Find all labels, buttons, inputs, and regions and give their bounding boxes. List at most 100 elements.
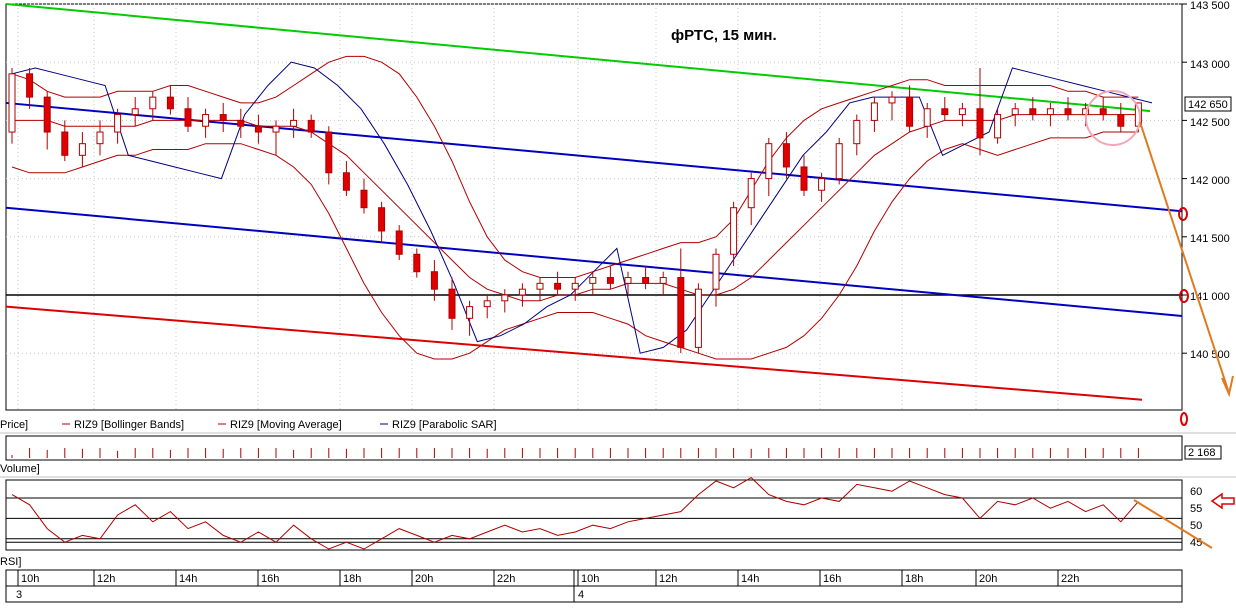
candle-18 xyxy=(325,126,333,185)
price-tick-142500: 142 500 xyxy=(1190,117,1230,129)
price-axis: 143 500 143 000 142 500 142 000 141 500 … xyxy=(1184,0,1232,361)
candle-32 xyxy=(571,277,579,301)
channel-line-green-0 xyxy=(5,3,1151,113)
candle-23 xyxy=(413,248,421,278)
candle-42 xyxy=(747,172,755,226)
hour-label-9: 14h xyxy=(741,573,759,585)
candle-3 xyxy=(61,120,69,162)
marker-141750 xyxy=(1178,207,1188,221)
rsi-line xyxy=(6,476,1182,550)
candle-body-17 xyxy=(307,119,315,133)
candle-body-4 xyxy=(78,143,86,156)
hour-label-4: 18h xyxy=(343,573,361,585)
candle-body-45 xyxy=(800,166,808,191)
candle-body-20 xyxy=(360,189,368,209)
legend-parabolic-sar: RIZ9 [Parabolic SAR] xyxy=(392,419,497,431)
candle-34 xyxy=(606,265,614,290)
hour-label-6: 22h xyxy=(497,573,515,585)
candle-body-63 xyxy=(1117,114,1125,127)
bollinger-upper xyxy=(11,55,1139,278)
candle-body-18 xyxy=(325,131,333,174)
hour-label-3: 16h xyxy=(261,573,279,585)
candle-body-19 xyxy=(342,172,350,191)
forecast-line xyxy=(1139,121,1229,391)
candle-body-33 xyxy=(589,277,597,284)
candle-41 xyxy=(730,201,738,266)
candle-body-23 xyxy=(413,253,421,273)
highlight-circle xyxy=(1085,90,1141,146)
candle-27 xyxy=(483,295,491,319)
rsi-pane[interactable] xyxy=(5,479,1183,551)
candle-body-42 xyxy=(747,178,755,209)
price-tick-141000: 141 000 xyxy=(1190,291,1230,303)
price-tick-143000: 143 000 xyxy=(1190,59,1230,71)
candle-body-8 xyxy=(149,96,157,110)
rsi-tick-55: 55 xyxy=(1190,503,1202,515)
day-label-4: 4 xyxy=(578,589,584,601)
candle-21 xyxy=(378,201,386,243)
candle-body-49 xyxy=(870,102,878,121)
candle-body-46 xyxy=(818,178,826,191)
candle-body-28 xyxy=(501,294,509,302)
candle-body-56 xyxy=(994,114,1002,139)
candle-body-16 xyxy=(290,119,298,127)
candle-53 xyxy=(941,97,949,121)
candle-body-40 xyxy=(712,253,720,290)
candle-body-48 xyxy=(853,119,861,145)
candle-33 xyxy=(589,271,597,295)
candle-body-47 xyxy=(835,143,843,180)
candle-body-58 xyxy=(1029,108,1037,116)
candle-52 xyxy=(923,102,931,138)
candle-6 xyxy=(114,108,122,144)
current-volume-label: 2 168 xyxy=(1188,447,1216,459)
marker-bottom xyxy=(1180,412,1188,426)
candle-body-52 xyxy=(923,108,931,127)
hour-labels: 10h 12h 14h 16h 18h 20h 22h 10h 12h 14h 16h 18h 20h 2… xyxy=(17,570,1079,586)
candle-body-22 xyxy=(395,230,403,255)
candle-30 xyxy=(536,277,544,301)
candle-37 xyxy=(659,271,667,295)
candle-24 xyxy=(430,260,438,301)
candle-10 xyxy=(184,97,192,133)
rsi-tick-60: 60 xyxy=(1190,486,1202,498)
volume-pane[interactable] xyxy=(5,435,1183,461)
candle-body-0 xyxy=(8,73,16,133)
parabolic-sar xyxy=(11,61,1153,354)
legend-price: Price] xyxy=(0,419,28,431)
candle-56 xyxy=(994,108,1002,144)
candle-2 xyxy=(43,91,51,150)
hour-label-2: 14h xyxy=(179,573,197,585)
candle-54 xyxy=(958,102,966,127)
candle-body-30 xyxy=(536,282,544,290)
rsi-axis: 60 55 50 45 xyxy=(1190,486,1202,549)
candle-1 xyxy=(26,68,34,109)
hour-label-10: 16h xyxy=(823,573,841,585)
channel-line-blue-1 xyxy=(5,101,1183,213)
hour-label-0: 10h xyxy=(21,573,39,585)
candle-body-3 xyxy=(61,131,69,156)
volume-bars xyxy=(11,448,1139,458)
candle-13 xyxy=(237,108,245,138)
candle-body-34 xyxy=(606,277,614,284)
candle-body-9 xyxy=(166,96,174,110)
candle-59 xyxy=(1046,102,1054,127)
hour-label-7: 10h xyxy=(581,573,599,585)
indicator-legend: Price] RIZ9 [Bollinger Bands] RIZ9 [Movi… xyxy=(0,419,497,431)
candle-body-39 xyxy=(694,288,702,348)
candle-body-1 xyxy=(26,73,34,98)
forecast-arrowhead xyxy=(1221,375,1234,398)
candle-body-62 xyxy=(1099,108,1107,116)
channel-lines xyxy=(5,3,1183,401)
candle-44 xyxy=(782,132,790,179)
price-pane[interactable] xyxy=(5,3,1183,411)
candle-29 xyxy=(518,283,526,307)
candle-31 xyxy=(554,271,562,295)
candle-36 xyxy=(642,265,650,290)
candle-16 xyxy=(290,108,298,138)
rsi-tick-50: 50 xyxy=(1190,520,1202,532)
candle-body-38 xyxy=(677,277,685,348)
price-tick-143500: 143 500 xyxy=(1190,0,1230,12)
legend-rsi: RSI] xyxy=(0,556,21,568)
